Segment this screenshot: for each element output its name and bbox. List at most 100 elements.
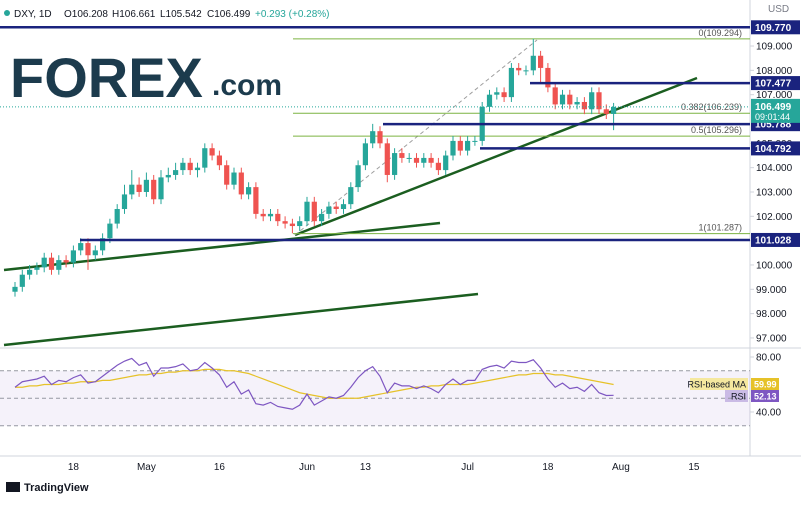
candle-body <box>41 257 47 268</box>
candle-body <box>19 274 25 287</box>
candle-body <box>486 94 493 107</box>
candle-body <box>406 157 412 159</box>
candle-body <box>187 162 193 171</box>
candle-body <box>100 238 106 251</box>
candle-body <box>603 109 609 114</box>
ohlc-low: L105.542 <box>160 9 202 20</box>
x-tick-label: 18 <box>542 462 554 473</box>
candle-body <box>443 155 449 171</box>
candle-body <box>121 194 128 210</box>
value-tag <box>751 390 779 402</box>
candle-body <box>472 140 478 142</box>
candle-body <box>180 162 186 171</box>
candle-body <box>596 92 602 110</box>
candle-body <box>158 177 164 200</box>
candle-body <box>567 94 573 105</box>
change: +0.293 (+0.28%) <box>255 9 330 20</box>
candle-body <box>297 221 303 227</box>
candle-body <box>48 257 55 270</box>
countdown: 09:01:44 <box>755 112 790 122</box>
candle-body <box>304 201 310 222</box>
candle-body <box>435 162 441 171</box>
candle-body <box>194 167 201 171</box>
candle-body <box>70 250 76 263</box>
candle-body <box>523 70 529 72</box>
y-tick-label: 100.000 <box>756 260 793 271</box>
x-tick-label: Jul <box>461 462 474 473</box>
candle-body <box>282 221 288 224</box>
y-tick-label: 104.000 <box>756 163 793 174</box>
candle-body <box>85 243 91 256</box>
level-tag <box>751 20 800 35</box>
candle-body <box>516 67 522 71</box>
candle-body <box>165 174 171 178</box>
candle-body <box>370 131 376 144</box>
candle-body <box>581 101 587 110</box>
candle-body <box>27 269 33 275</box>
candle-body <box>355 165 361 188</box>
candle-body <box>538 55 544 68</box>
candle-body <box>421 157 427 163</box>
candle-body <box>319 213 325 222</box>
candle-body <box>56 260 62 270</box>
legend-label: RSI <box>731 392 746 402</box>
fib-connector <box>294 39 538 236</box>
candle-body <box>12 286 18 292</box>
candle-body <box>428 157 434 163</box>
candle-body <box>224 165 230 185</box>
candle-body <box>275 213 281 222</box>
candle-body <box>450 140 456 156</box>
candle-body <box>611 106 617 114</box>
candle-body <box>129 184 135 195</box>
candle-body <box>253 187 259 214</box>
y-tick-label: 103.000 <box>756 187 793 198</box>
candle-body <box>362 143 368 166</box>
value-tag <box>751 378 779 390</box>
candle-body <box>377 131 383 144</box>
level-label: 101.028 <box>755 235 792 246</box>
fib-label: 0.5(105.296) <box>691 125 742 135</box>
candle-body <box>114 209 120 224</box>
candle-body <box>173 170 179 175</box>
candle-body <box>238 172 244 195</box>
candle-body <box>63 260 69 263</box>
fib-label: 1(101.287) <box>698 223 742 233</box>
candle-body <box>545 67 551 88</box>
candle-body <box>392 153 398 175</box>
level-label: 104.792 <box>755 144 792 155</box>
x-tick-label: May <box>137 462 156 473</box>
candle-body <box>267 213 274 217</box>
candle-body <box>501 92 507 98</box>
fib-label: 0(109.294) <box>698 28 742 38</box>
y-tick-label: 108.000 <box>756 66 793 77</box>
y-tick-label: 102.000 <box>756 212 793 223</box>
ohlc-close: C106.499 <box>207 9 251 20</box>
candle-body <box>333 206 339 210</box>
tv-icon <box>6 482 20 492</box>
candle-body <box>136 184 142 192</box>
candle-body <box>574 101 580 105</box>
legend-label: RSI-based MA <box>687 380 746 390</box>
level-label: 107.477 <box>755 79 792 90</box>
candle-body <box>34 267 40 270</box>
candle-body <box>209 148 215 156</box>
footer-brand: TradingView <box>24 482 89 494</box>
x-tick-label: 15 <box>688 462 700 473</box>
level-tag <box>751 76 800 91</box>
price-label: 106.499 <box>755 102 792 113</box>
rsi-line <box>15 368 614 399</box>
logo-suffix: .com <box>212 69 282 102</box>
candle-body <box>340 204 347 210</box>
candle-body <box>465 140 471 151</box>
y-tick-label: 107.000 <box>756 90 793 101</box>
candle-body <box>326 206 332 214</box>
x-tick-label: 18 <box>68 462 80 473</box>
y-tick-label: 80.00 <box>756 353 781 364</box>
level-label: 109.770 <box>755 23 792 34</box>
level-label: 105.788 <box>755 120 792 131</box>
candle-body <box>260 213 266 217</box>
candle-body <box>457 140 463 151</box>
x-tick-label: 16 <box>214 462 226 473</box>
